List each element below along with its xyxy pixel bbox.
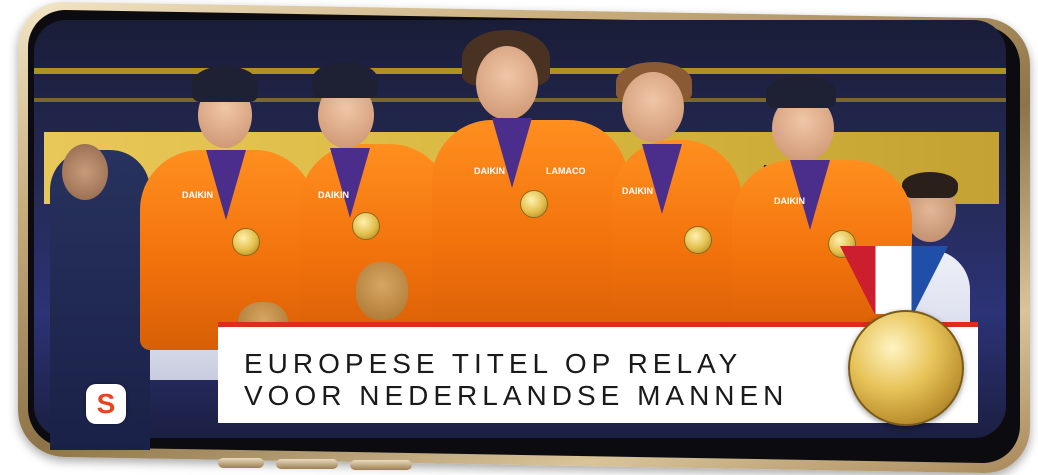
- headline-line-2: VOOR NEDERLANDSE MANNEN: [244, 380, 789, 411]
- athlete-3-medal: [520, 190, 548, 218]
- athlete-2-lanyard: [330, 148, 370, 218]
- phone-volume-down-button: [350, 460, 412, 470]
- athlete-4-sponsor: DAIKIN: [622, 186, 653, 196]
- bystander-left-head: [62, 144, 108, 200]
- athlete-2-teddy-bear: [356, 262, 408, 320]
- athlete-1-sponsor: DAIKIN: [182, 190, 213, 200]
- athlete-2-medal: [352, 212, 380, 240]
- athlete-1-lanyard: [206, 150, 246, 220]
- athlete-5-lanyard: [790, 160, 830, 230]
- athlete-3-lanyard: [492, 118, 532, 188]
- phone-volume-up-button: [276, 459, 338, 469]
- gold-medal-icon: [848, 310, 964, 426]
- athlete-3-sponsor-2: LAMACO: [546, 166, 586, 176]
- s-logo-icon: S: [86, 384, 126, 424]
- athlete-4-medal: [684, 226, 712, 254]
- athlete-2-sponsor: DAIKIN: [318, 190, 349, 200]
- athlete-3-head: [476, 46, 538, 120]
- athlete-4-head: [622, 72, 684, 142]
- headline-line-1: EUROPESE TITEL OP RELAY: [244, 348, 743, 379]
- athlete-4-lanyard: [642, 144, 682, 214]
- athlete-1-beanie: [192, 66, 258, 102]
- athlete-5-sponsor: DAIKIN: [774, 196, 805, 206]
- phone-side-button: [218, 458, 264, 468]
- logo-letter: S: [96, 388, 116, 419]
- bystander-right-hair: [902, 172, 958, 198]
- athlete-3-sponsor: DAIKIN: [474, 166, 505, 176]
- athlete-1-medal: [232, 228, 260, 256]
- athlete-5-cap: [766, 76, 836, 108]
- athlete-2-beanie: [312, 62, 378, 98]
